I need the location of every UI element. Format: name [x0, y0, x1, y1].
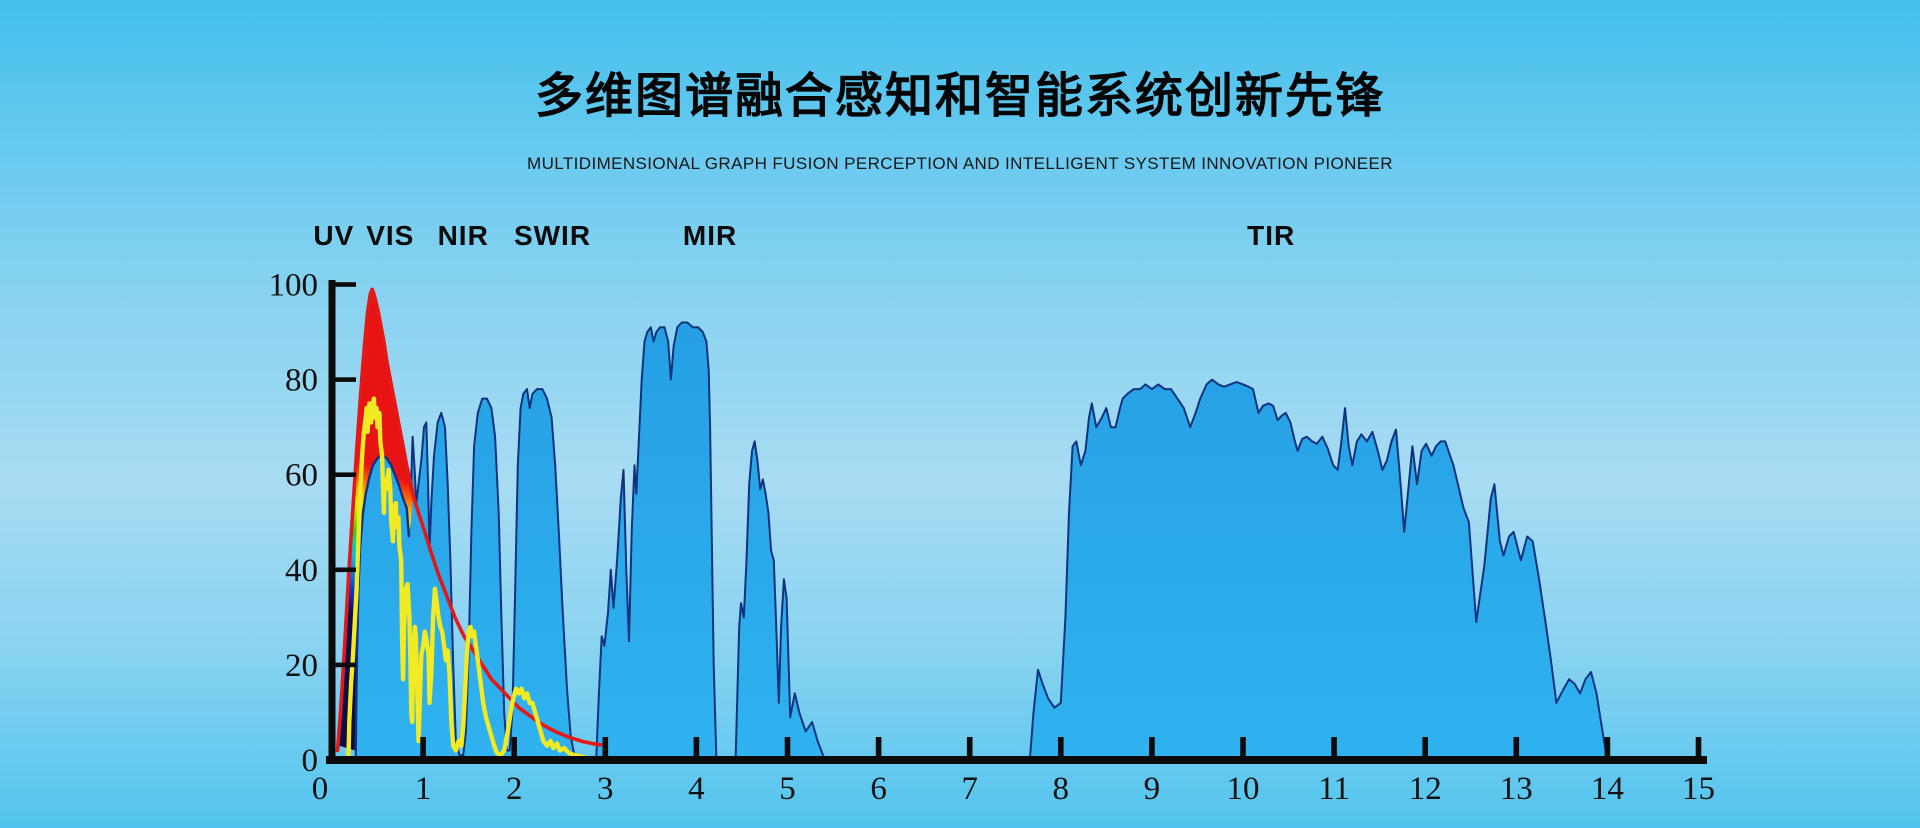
- x-tick: [1604, 737, 1611, 758]
- x-tick: [602, 737, 609, 758]
- x-tick: [1513, 737, 1520, 758]
- x-axis: [326, 756, 1707, 764]
- ground-solar-spectrum-curve: [346, 396, 588, 763]
- x-tick-label: 12: [1409, 771, 1442, 807]
- x-tick: [1331, 737, 1337, 758]
- x-tick: [693, 737, 700, 758]
- x-tick: [966, 737, 973, 758]
- transmission-window-outline: [1028, 378, 1612, 761]
- x-tick: [784, 737, 791, 758]
- x-tick: [1149, 737, 1155, 758]
- x-tick-label: 11: [1318, 771, 1350, 807]
- transmission-window-outline: [734, 440, 826, 761]
- y-tick-label: 20: [285, 648, 318, 684]
- x-tick-label: 14: [1591, 771, 1624, 807]
- x-tick: [1058, 737, 1064, 758]
- y-axis: [328, 280, 336, 764]
- page-title: 多维图谱融合感知和智能系统创新先锋: [534, 70, 1385, 123]
- y-tick-label: 80: [285, 363, 318, 399]
- x-tick-label: 13: [1500, 771, 1533, 807]
- transmission-window-region: [1029, 379, 1611, 760]
- x-tick-label: 5: [779, 771, 796, 807]
- x-tick-label: 0: [312, 771, 329, 807]
- x-tick-label: 9: [1144, 771, 1161, 807]
- x-tick-label: 8: [1053, 771, 1070, 807]
- transmission-window-region: [735, 441, 825, 760]
- y-tick-label: 0: [302, 743, 319, 779]
- x-tick: [420, 737, 426, 758]
- transmission-window-outline: [595, 321, 718, 761]
- band-label-nir: NIR: [437, 220, 489, 251]
- y-tick: [329, 567, 356, 573]
- spectral-band-labels: UV VIS NIR SWIR MIR TIR: [0, 220, 1920, 256]
- y-tick: [329, 662, 356, 668]
- x-tick: [511, 737, 517, 758]
- x-tick-label: 3: [597, 771, 614, 807]
- page-subtitle: MULTIDIMENSIONAL GRAPH FUSION PERCEPTION…: [527, 154, 1393, 173]
- solar-envelope-curve: [335, 287, 603, 753]
- x-tick: [1240, 737, 1246, 758]
- band-label-mir: MIR: [682, 220, 738, 251]
- band-label-swir: SWIR: [513, 220, 592, 251]
- band-label-tir: TIR: [1247, 220, 1296, 251]
- x-tick-label: 10: [1227, 771, 1260, 807]
- y-tick-label: 40: [285, 553, 318, 589]
- y-tick: [329, 472, 356, 477]
- x-tick-label: 1: [415, 771, 432, 807]
- band-label-vis: VIS: [366, 220, 415, 251]
- y-tick: [329, 377, 356, 382]
- y-tick: [329, 282, 356, 287]
- y-tick-label: 100: [269, 268, 319, 304]
- x-tick-label: 6: [870, 771, 887, 807]
- x-tick: [875, 737, 882, 758]
- x-tick: [1422, 737, 1428, 758]
- x-tick: [1695, 737, 1702, 758]
- x-tick-label: 15: [1682, 771, 1715, 807]
- band-label-uv: UV: [313, 220, 355, 251]
- x-tick-label: 7: [961, 771, 978, 807]
- x-tick-label: 4: [688, 771, 705, 807]
- y-tick-label: 60: [285, 458, 318, 494]
- x-tick-label: 2: [506, 771, 523, 807]
- transmission-window-region: [596, 322, 717, 760]
